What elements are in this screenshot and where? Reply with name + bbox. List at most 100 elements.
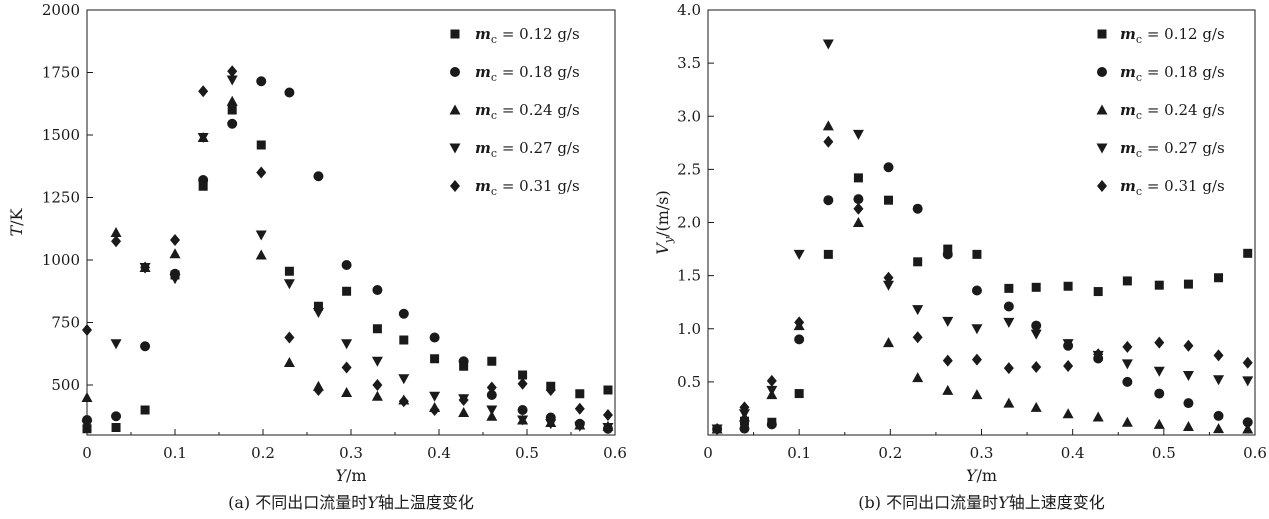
y-tick-label: 1500: [42, 126, 80, 144]
legend-entry: mc = 0.31 g/s: [475, 177, 580, 198]
data-point-triangle-up: [169, 248, 181, 259]
legend-marker-diamond: [450, 180, 460, 192]
data-point-square: [372, 324, 382, 334]
legend-marker-square: [1097, 29, 1107, 39]
data-point-circle: [794, 334, 805, 345]
data-point-square: [1093, 287, 1103, 297]
data-point-triangle-down: [255, 230, 267, 241]
data-point-square: [284, 266, 294, 276]
x-tick-label: 0.5: [515, 444, 539, 462]
panel-caption: (b) 不同出口流量时Y轴上速度变化: [858, 493, 1104, 512]
x-tick-label: 0.2: [878, 444, 902, 462]
data-point-triangle-down: [341, 339, 353, 350]
data-point-triangle-up: [942, 384, 954, 395]
data-point-triangle-up: [971, 389, 983, 400]
legend-entry: mc = 0.24 g/s: [1120, 101, 1225, 122]
data-point-triangle-down: [1242, 376, 1254, 387]
legend-entry: mc = 0.31 g/s: [1120, 177, 1225, 198]
data-point-triangle-down: [545, 419, 557, 430]
data-point-triangle-down: [574, 421, 586, 432]
data-point-triangle-up: [255, 249, 267, 260]
data-point-square: [1004, 283, 1014, 293]
legend-marker-triangle-down: [449, 143, 461, 154]
data-point-triangle-up: [458, 407, 470, 417]
data-point-circle: [1031, 320, 1042, 331]
data-point-circle: [883, 162, 894, 173]
data-point-diamond: [602, 409, 613, 421]
data-point-circle: [1213, 410, 1224, 421]
data-point-square: [1154, 280, 1164, 290]
data-point-triangle-down: [1182, 371, 1194, 381]
panel-caption: (a) 不同出口流量时Y轴上温度变化: [228, 493, 474, 512]
data-point-diamond: [794, 316, 805, 329]
data-point-circle: [140, 341, 151, 352]
data-point-square: [1214, 273, 1224, 283]
data-point-circle: [1242, 417, 1253, 428]
data-point-circle: [823, 195, 834, 206]
y-tick-label: 1.0: [677, 320, 701, 338]
data-point-diamond: [1154, 336, 1165, 349]
legend-marker-triangle-up: [1096, 104, 1108, 115]
data-point-triangle-down: [1213, 375, 1225, 386]
data-point-triangle-down: [602, 423, 614, 433]
data-point-diamond: [739, 401, 750, 414]
data-point-triangle-up: [283, 357, 295, 367]
data-point-triangle-up: [486, 410, 498, 421]
data-point-diamond: [429, 404, 440, 416]
data-point-diamond: [198, 85, 209, 98]
data-point-triangle-down: [822, 39, 834, 50]
panel-a: 0 0.1 0.2 0.3 0.4 0.5 0.6 500 750 1000 1250 1500 175…: [7, 1, 627, 512]
data-point-triangle-down: [371, 356, 383, 367]
data-point-circle: [739, 423, 750, 434]
data-point-triangle-down: [110, 339, 122, 350]
data-point-diamond: [227, 65, 238, 78]
data-point-circle: [942, 249, 953, 260]
data-point-circle: [429, 332, 440, 343]
data-point-diamond: [942, 354, 953, 367]
x-tick-label: 0.1: [163, 444, 187, 462]
data-point-triangle-up: [1062, 408, 1074, 419]
x-tick-label: 0.2: [251, 444, 275, 462]
data-point-square: [256, 140, 266, 150]
data-point-triangle-up: [226, 95, 238, 106]
data-point-square: [972, 249, 982, 259]
y-axis-label: T/K: [7, 207, 26, 236]
data-point-triangle-down: [81, 420, 93, 431]
y-tick-label: 500: [51, 376, 80, 394]
data-point-triangle-down: [398, 374, 410, 385]
data-point-circle: [971, 285, 982, 296]
data-point-triangle-up: [1242, 423, 1254, 434]
data-point-circle: [372, 285, 383, 295]
data-point-circle: [284, 87, 295, 98]
data-point-diamond: [1122, 340, 1133, 353]
data-point-square: [603, 385, 613, 395]
panel-b: 0 0.1 0.2 0.3 0.4 0.5 0.6 0.5 1.0 1.5 2.0 2.5 3.0 3.5…: [653, 1, 1267, 512]
data-point-square: [430, 354, 440, 364]
legend-entry: mc = 0.27 g/s: [1120, 139, 1225, 160]
data-point-circle: [256, 76, 267, 87]
data-point-circle: [912, 203, 923, 214]
legend-marker-triangle-down: [1096, 143, 1108, 154]
data-point-triangle-up: [341, 387, 353, 397]
data-point-triangle-up: [371, 390, 383, 401]
data-point-triangle-down: [197, 133, 209, 143]
data-point-triangle-down: [766, 385, 778, 396]
data-point-square: [913, 257, 923, 267]
data-point-square: [140, 405, 150, 415]
y-tick-label: 1250: [42, 189, 80, 207]
data-point-square: [198, 181, 208, 191]
data-point-triangle-up: [1153, 418, 1165, 429]
data-point-triangle-down: [971, 324, 983, 335]
data-point-triangle-up: [1182, 421, 1194, 431]
data-point-square: [1183, 279, 1193, 289]
y-tick-label: 2.5: [677, 160, 701, 178]
data-point-circle: [1183, 398, 1194, 409]
data-point-diamond: [712, 423, 723, 435]
y-tick-label: 2000: [42, 1, 80, 19]
data-point-circle: [517, 405, 528, 415]
data-point-diamond: [398, 395, 409, 408]
data-point-square: [399, 335, 409, 345]
x-axis-label: Y/m: [966, 466, 997, 485]
data-point-triangle-down: [312, 308, 324, 318]
